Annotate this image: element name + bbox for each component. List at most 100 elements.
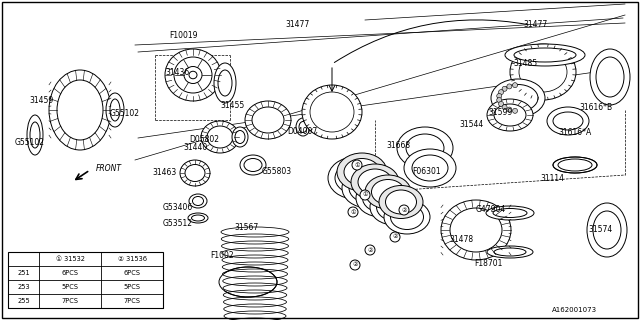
Ellipse shape <box>214 63 236 103</box>
Circle shape <box>350 260 360 270</box>
Ellipse shape <box>27 115 43 155</box>
Text: G55803: G55803 <box>262 166 292 175</box>
Text: 31463: 31463 <box>153 167 177 177</box>
Ellipse shape <box>553 112 583 130</box>
Text: G53406: G53406 <box>163 203 193 212</box>
Text: ②: ② <box>352 262 358 268</box>
Circle shape <box>360 190 370 200</box>
Text: 5PCS: 5PCS <box>61 284 79 290</box>
Ellipse shape <box>379 186 423 219</box>
Ellipse shape <box>240 155 266 175</box>
Ellipse shape <box>487 246 533 258</box>
Ellipse shape <box>342 168 394 208</box>
Ellipse shape <box>302 85 362 139</box>
Ellipse shape <box>165 49 221 101</box>
Text: 31616*A: 31616*A <box>558 127 591 137</box>
Circle shape <box>502 86 507 91</box>
Ellipse shape <box>349 173 387 203</box>
Ellipse shape <box>397 127 453 169</box>
Ellipse shape <box>491 79 545 117</box>
Text: 31114: 31114 <box>540 173 564 182</box>
Text: G55102: G55102 <box>15 138 45 147</box>
Text: FRONT: FRONT <box>96 164 122 172</box>
Ellipse shape <box>487 99 533 131</box>
Text: F18701: F18701 <box>474 259 502 268</box>
Bar <box>8 252 163 308</box>
Text: ①: ① <box>362 193 368 197</box>
Ellipse shape <box>184 67 202 84</box>
Text: D04007: D04007 <box>287 126 317 135</box>
Text: ②: ② <box>401 207 407 212</box>
Ellipse shape <box>505 44 585 66</box>
Ellipse shape <box>174 57 212 93</box>
Circle shape <box>499 101 504 107</box>
Ellipse shape <box>189 71 197 79</box>
Circle shape <box>365 245 375 255</box>
Ellipse shape <box>441 200 511 260</box>
Ellipse shape <box>362 184 399 212</box>
Ellipse shape <box>356 179 406 217</box>
Text: 7PCS: 7PCS <box>124 298 141 304</box>
Text: ①: ① <box>354 163 360 167</box>
Ellipse shape <box>494 248 526 256</box>
Text: 31436: 31436 <box>166 68 190 76</box>
Ellipse shape <box>188 213 208 223</box>
Text: 31668: 31668 <box>386 140 410 149</box>
Ellipse shape <box>106 93 124 127</box>
Text: 253: 253 <box>17 284 30 290</box>
Ellipse shape <box>510 44 576 100</box>
Circle shape <box>507 107 512 112</box>
Text: G53512: G53512 <box>163 219 193 228</box>
Ellipse shape <box>193 196 204 205</box>
Text: 31459: 31459 <box>30 95 54 105</box>
Circle shape <box>513 83 518 88</box>
Ellipse shape <box>218 70 232 96</box>
Ellipse shape <box>30 122 40 148</box>
Ellipse shape <box>351 164 399 200</box>
Ellipse shape <box>384 200 430 234</box>
Circle shape <box>507 84 512 89</box>
Circle shape <box>502 105 507 110</box>
Ellipse shape <box>180 160 210 186</box>
Ellipse shape <box>365 175 411 209</box>
Ellipse shape <box>596 57 624 97</box>
Ellipse shape <box>450 208 502 252</box>
Ellipse shape <box>494 104 526 126</box>
Text: G55102: G55102 <box>110 108 140 117</box>
Text: D05802: D05802 <box>189 134 219 143</box>
Ellipse shape <box>587 203 627 257</box>
Ellipse shape <box>593 211 621 249</box>
Text: ② 31536: ② 31536 <box>118 256 147 262</box>
Ellipse shape <box>412 155 448 181</box>
Circle shape <box>499 90 504 95</box>
Ellipse shape <box>110 99 120 121</box>
Text: 31477: 31477 <box>524 20 548 28</box>
Text: 31485: 31485 <box>513 59 537 68</box>
Ellipse shape <box>404 149 456 187</box>
Ellipse shape <box>235 131 245 143</box>
Ellipse shape <box>310 92 354 132</box>
Ellipse shape <box>191 215 205 221</box>
Ellipse shape <box>49 70 111 150</box>
Ellipse shape <box>328 157 382 199</box>
Ellipse shape <box>358 169 392 195</box>
Circle shape <box>497 93 502 99</box>
Ellipse shape <box>252 107 284 133</box>
Ellipse shape <box>185 164 205 181</box>
Text: ① 31532: ① 31532 <box>56 256 84 262</box>
Text: 31599: 31599 <box>489 108 513 116</box>
Text: 6PCS: 6PCS <box>61 270 79 276</box>
Text: 31440: 31440 <box>184 142 208 151</box>
Text: 7PCS: 7PCS <box>61 298 79 304</box>
Text: 31544: 31544 <box>460 119 484 129</box>
Text: 31455: 31455 <box>221 100 245 109</box>
Ellipse shape <box>344 158 380 186</box>
Ellipse shape <box>519 52 567 92</box>
Ellipse shape <box>390 204 424 229</box>
Text: 255: 255 <box>17 298 30 304</box>
Ellipse shape <box>514 48 576 62</box>
Text: 31574: 31574 <box>589 226 613 235</box>
Ellipse shape <box>57 80 103 140</box>
Ellipse shape <box>299 122 307 132</box>
Ellipse shape <box>189 194 207 208</box>
